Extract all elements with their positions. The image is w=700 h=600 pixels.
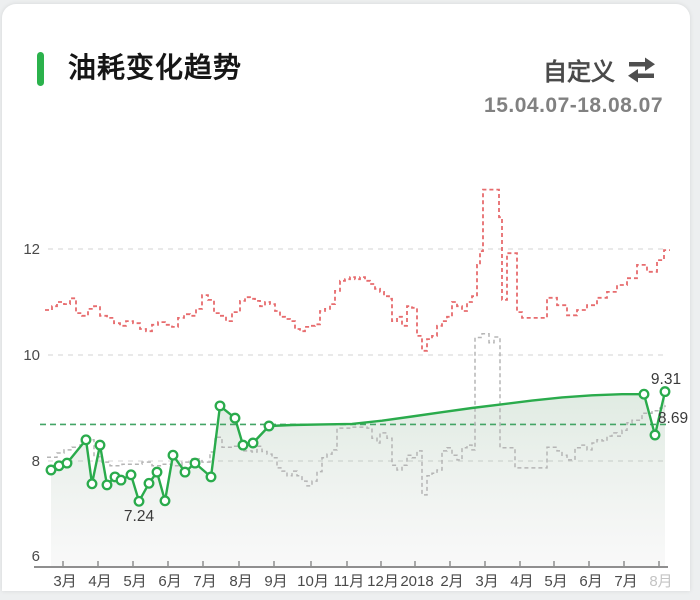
series-gray-dashed [47, 333, 666, 496]
svg-text:12月: 12月 [367, 573, 399, 590]
svg-text:11月: 11月 [334, 573, 365, 590]
svg-text:2月: 2月 [440, 573, 463, 590]
svg-text:8: 8 [32, 453, 40, 470]
green-area-fill [51, 391, 665, 567]
svg-text:5月: 5月 [123, 573, 146, 590]
svg-text:9月: 9月 [264, 573, 287, 590]
svg-text:6月: 6月 [158, 573, 181, 590]
svg-text:8月: 8月 [649, 573, 672, 590]
svg-text:10: 10 [23, 347, 40, 364]
x-axis [34, 561, 668, 568]
svg-text:6月: 6月 [579, 573, 602, 590]
custom-range-label: 自定义 [543, 59, 615, 86]
trend-card: 油耗变化趋势 自定义 15.04.07-18.08.07 6 8 10 12 3月 4月 5… [2, 4, 690, 591]
svg-text:8.69: 8.69 [658, 410, 688, 427]
svg-text:12: 12 [23, 241, 40, 258]
svg-text:7月: 7月 [614, 573, 637, 590]
svg-text:2018: 2018 [400, 573, 433, 590]
svg-text:4月: 4月 [510, 573, 533, 590]
date-range-label: 15.04.07-18.08.07 [484, 94, 663, 117]
trend-chart-svg: 6 8 10 12 3月 4月 5月 6月 7月 8月 9月 10月 11月 12月 2018 2月 3月 4月 5… [23, 188, 688, 590]
svg-text:3月: 3月 [53, 573, 76, 590]
title-accent-bar [37, 52, 44, 86]
svg-text:10月: 10月 [297, 573, 329, 590]
svg-text:7月: 7月 [193, 573, 216, 590]
svg-text:9.31: 9.31 [651, 371, 681, 388]
annotation-labels: 7.24 9.31 8.69 [124, 371, 688, 525]
svg-text:7.24: 7.24 [124, 508, 155, 525]
svg-text:4月: 4月 [88, 573, 111, 590]
series-red-dashed [45, 188, 670, 352]
data-point-markers [45, 386, 671, 507]
swap-arrows-icon[interactable] [626, 57, 657, 83]
page-title: 油耗变化趋势 [68, 52, 243, 83]
y-axis-labels: 6 8 10 12 [23, 241, 40, 565]
svg-text:5月: 5月 [544, 573, 567, 590]
fuel-trend-chart: 6 8 10 12 3月 4月 5月 6月 7月 8月 9月 10月 11月 12月 2018 2月 3月 4月 5… [2, 4, 700, 595]
svg-text:3月: 3月 [475, 573, 498, 590]
svg-text:8月: 8月 [229, 573, 252, 590]
x-axis-labels: 3月 4月 5月 6月 7月 8月 9月 10月 11月 12月 2018 2月 3月 4月 5月 6月 7月 8… [53, 573, 672, 590]
svg-text:6: 6 [32, 548, 40, 565]
custom-range-button[interactable]: 自定义 [543, 52, 657, 87]
